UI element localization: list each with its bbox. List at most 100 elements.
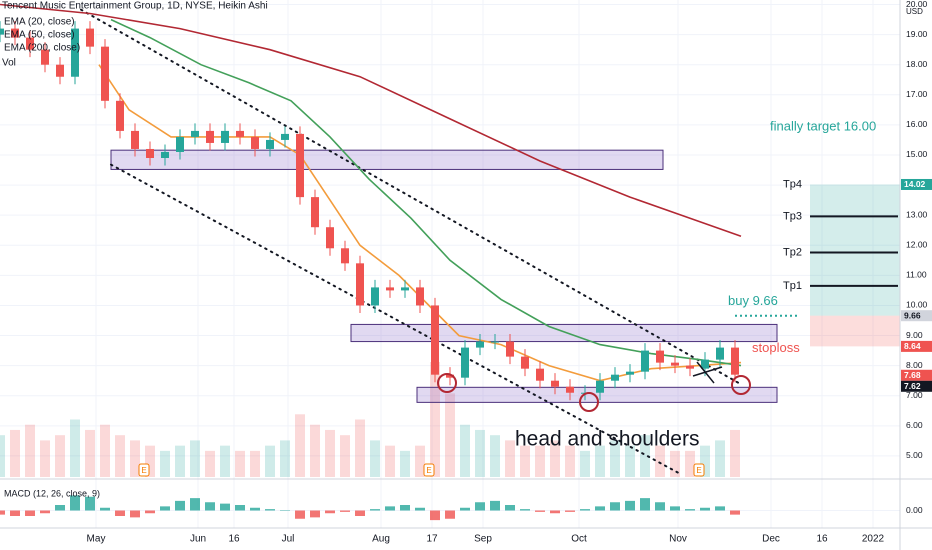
head-circle bbox=[579, 392, 599, 412]
candle-body bbox=[86, 28, 94, 47]
x-tick-label: 16 bbox=[228, 534, 240, 545]
macd-bar bbox=[340, 510, 350, 512]
volume-bar bbox=[160, 450, 170, 477]
y-tick-label: 13.00 bbox=[906, 209, 928, 219]
y-tick-label: 16.00 bbox=[906, 119, 928, 129]
volume-bar bbox=[700, 445, 710, 477]
candle-body bbox=[656, 350, 664, 363]
x-tick-label: Jun bbox=[190, 534, 206, 545]
pattern-label: head and shoulders bbox=[515, 428, 699, 451]
macd-bar bbox=[220, 503, 230, 511]
volume-bar bbox=[115, 435, 125, 477]
macd-bar bbox=[235, 505, 245, 511]
event-marker bbox=[138, 463, 150, 477]
candle-body bbox=[461, 347, 469, 378]
target-label: Tp4 bbox=[783, 178, 802, 190]
price-label: 7.62 bbox=[904, 381, 921, 391]
candle-body bbox=[521, 356, 529, 369]
macd-bar bbox=[535, 510, 545, 512]
volume-bar bbox=[100, 424, 110, 477]
candle-body bbox=[236, 130, 244, 137]
macd-bar bbox=[430, 510, 440, 521]
candle-body bbox=[341, 248, 349, 264]
y-tick-label: 15.00 bbox=[906, 149, 928, 159]
drawings bbox=[437, 361, 751, 412]
candle-body bbox=[191, 130, 199, 137]
macd-bar bbox=[0, 510, 5, 515]
macd-bar bbox=[445, 510, 455, 519]
volume-bar bbox=[430, 362, 440, 477]
candle-body bbox=[371, 287, 379, 306]
price-label-bg bbox=[901, 310, 932, 322]
macd-bar bbox=[670, 506, 680, 511]
candle-body bbox=[206, 130, 214, 143]
volume-bar bbox=[310, 424, 320, 477]
event-label: E bbox=[426, 466, 431, 475]
support-zone bbox=[350, 323, 778, 343]
x-tick-label: Dec bbox=[762, 534, 780, 545]
macd-bar bbox=[145, 510, 155, 514]
x-tick-label: 16 bbox=[816, 534, 828, 545]
macd-pane bbox=[0, 495, 900, 521]
volume-bar bbox=[595, 445, 605, 477]
macd-bar bbox=[400, 505, 410, 511]
price-label: 7.68 bbox=[904, 370, 921, 380]
x-tick-label: May bbox=[87, 534, 106, 545]
x-tick-label: Aug bbox=[372, 534, 390, 545]
candle-body bbox=[506, 341, 514, 357]
target-label: Tp1 bbox=[783, 280, 802, 292]
legend-entry: EMA (50, close) bbox=[4, 30, 75, 41]
cross bbox=[692, 366, 723, 377]
volume-bar bbox=[220, 445, 230, 477]
macd-bar bbox=[310, 510, 320, 518]
y-tick-label: 18.00 bbox=[906, 59, 928, 69]
volume-bar bbox=[295, 414, 305, 477]
y-tick-label: 6.00 bbox=[906, 420, 923, 430]
volume-bar bbox=[640, 435, 650, 477]
candle-body bbox=[281, 133, 289, 140]
volume-bar bbox=[250, 450, 260, 477]
candle-body bbox=[386, 287, 394, 291]
candle-body bbox=[686, 365, 694, 369]
shoulder-circle bbox=[437, 373, 457, 393]
price-label-bg bbox=[901, 380, 932, 392]
grid bbox=[0, 0, 900, 528]
volume-bar bbox=[550, 440, 560, 477]
macd-bar bbox=[25, 510, 35, 516]
macd-bar bbox=[520, 509, 530, 511]
volume-bar bbox=[385, 445, 395, 477]
volume-bar bbox=[625, 445, 635, 477]
macd-bar bbox=[100, 507, 110, 511]
macd-bar bbox=[655, 502, 665, 511]
y-tick-label: 9.00 bbox=[906, 330, 923, 340]
volume-bar bbox=[370, 440, 380, 477]
x-tick-label: 17 bbox=[426, 534, 438, 545]
volume-bar bbox=[460, 424, 470, 477]
axis-labels: 5.00 6.00 7.00 8.00 9.00 10.00 11.00 12.00 13.00… bbox=[87, 0, 932, 545]
x-tick-label: Nov bbox=[669, 534, 687, 545]
volume-bar bbox=[535, 445, 545, 477]
volume-bar bbox=[10, 429, 20, 477]
candle-body bbox=[251, 136, 259, 149]
volume-bar bbox=[730, 429, 740, 477]
macd-bar bbox=[115, 510, 125, 516]
event-label: E bbox=[696, 466, 701, 475]
volume-bar bbox=[280, 440, 290, 477]
volume-bar bbox=[520, 445, 530, 477]
volume-bar bbox=[25, 424, 35, 477]
volume-bar bbox=[145, 445, 155, 477]
x-tick-label: Sep bbox=[474, 534, 492, 545]
macd-bar bbox=[40, 510, 50, 514]
chart-title: Tencent Music Entertainment Group, 1D, N… bbox=[2, 1, 268, 12]
ema-line bbox=[110, 18, 742, 367]
candle-body bbox=[176, 136, 184, 152]
macd-bar bbox=[715, 506, 725, 511]
candle-body bbox=[401, 287, 409, 291]
macd-bar bbox=[295, 510, 305, 519]
y-tick-label: 12.00 bbox=[906, 240, 928, 250]
macd-bar bbox=[385, 506, 395, 511]
volume-bar bbox=[190, 440, 200, 477]
candle-body bbox=[0, 28, 4, 35]
macd-bar bbox=[685, 509, 695, 511]
